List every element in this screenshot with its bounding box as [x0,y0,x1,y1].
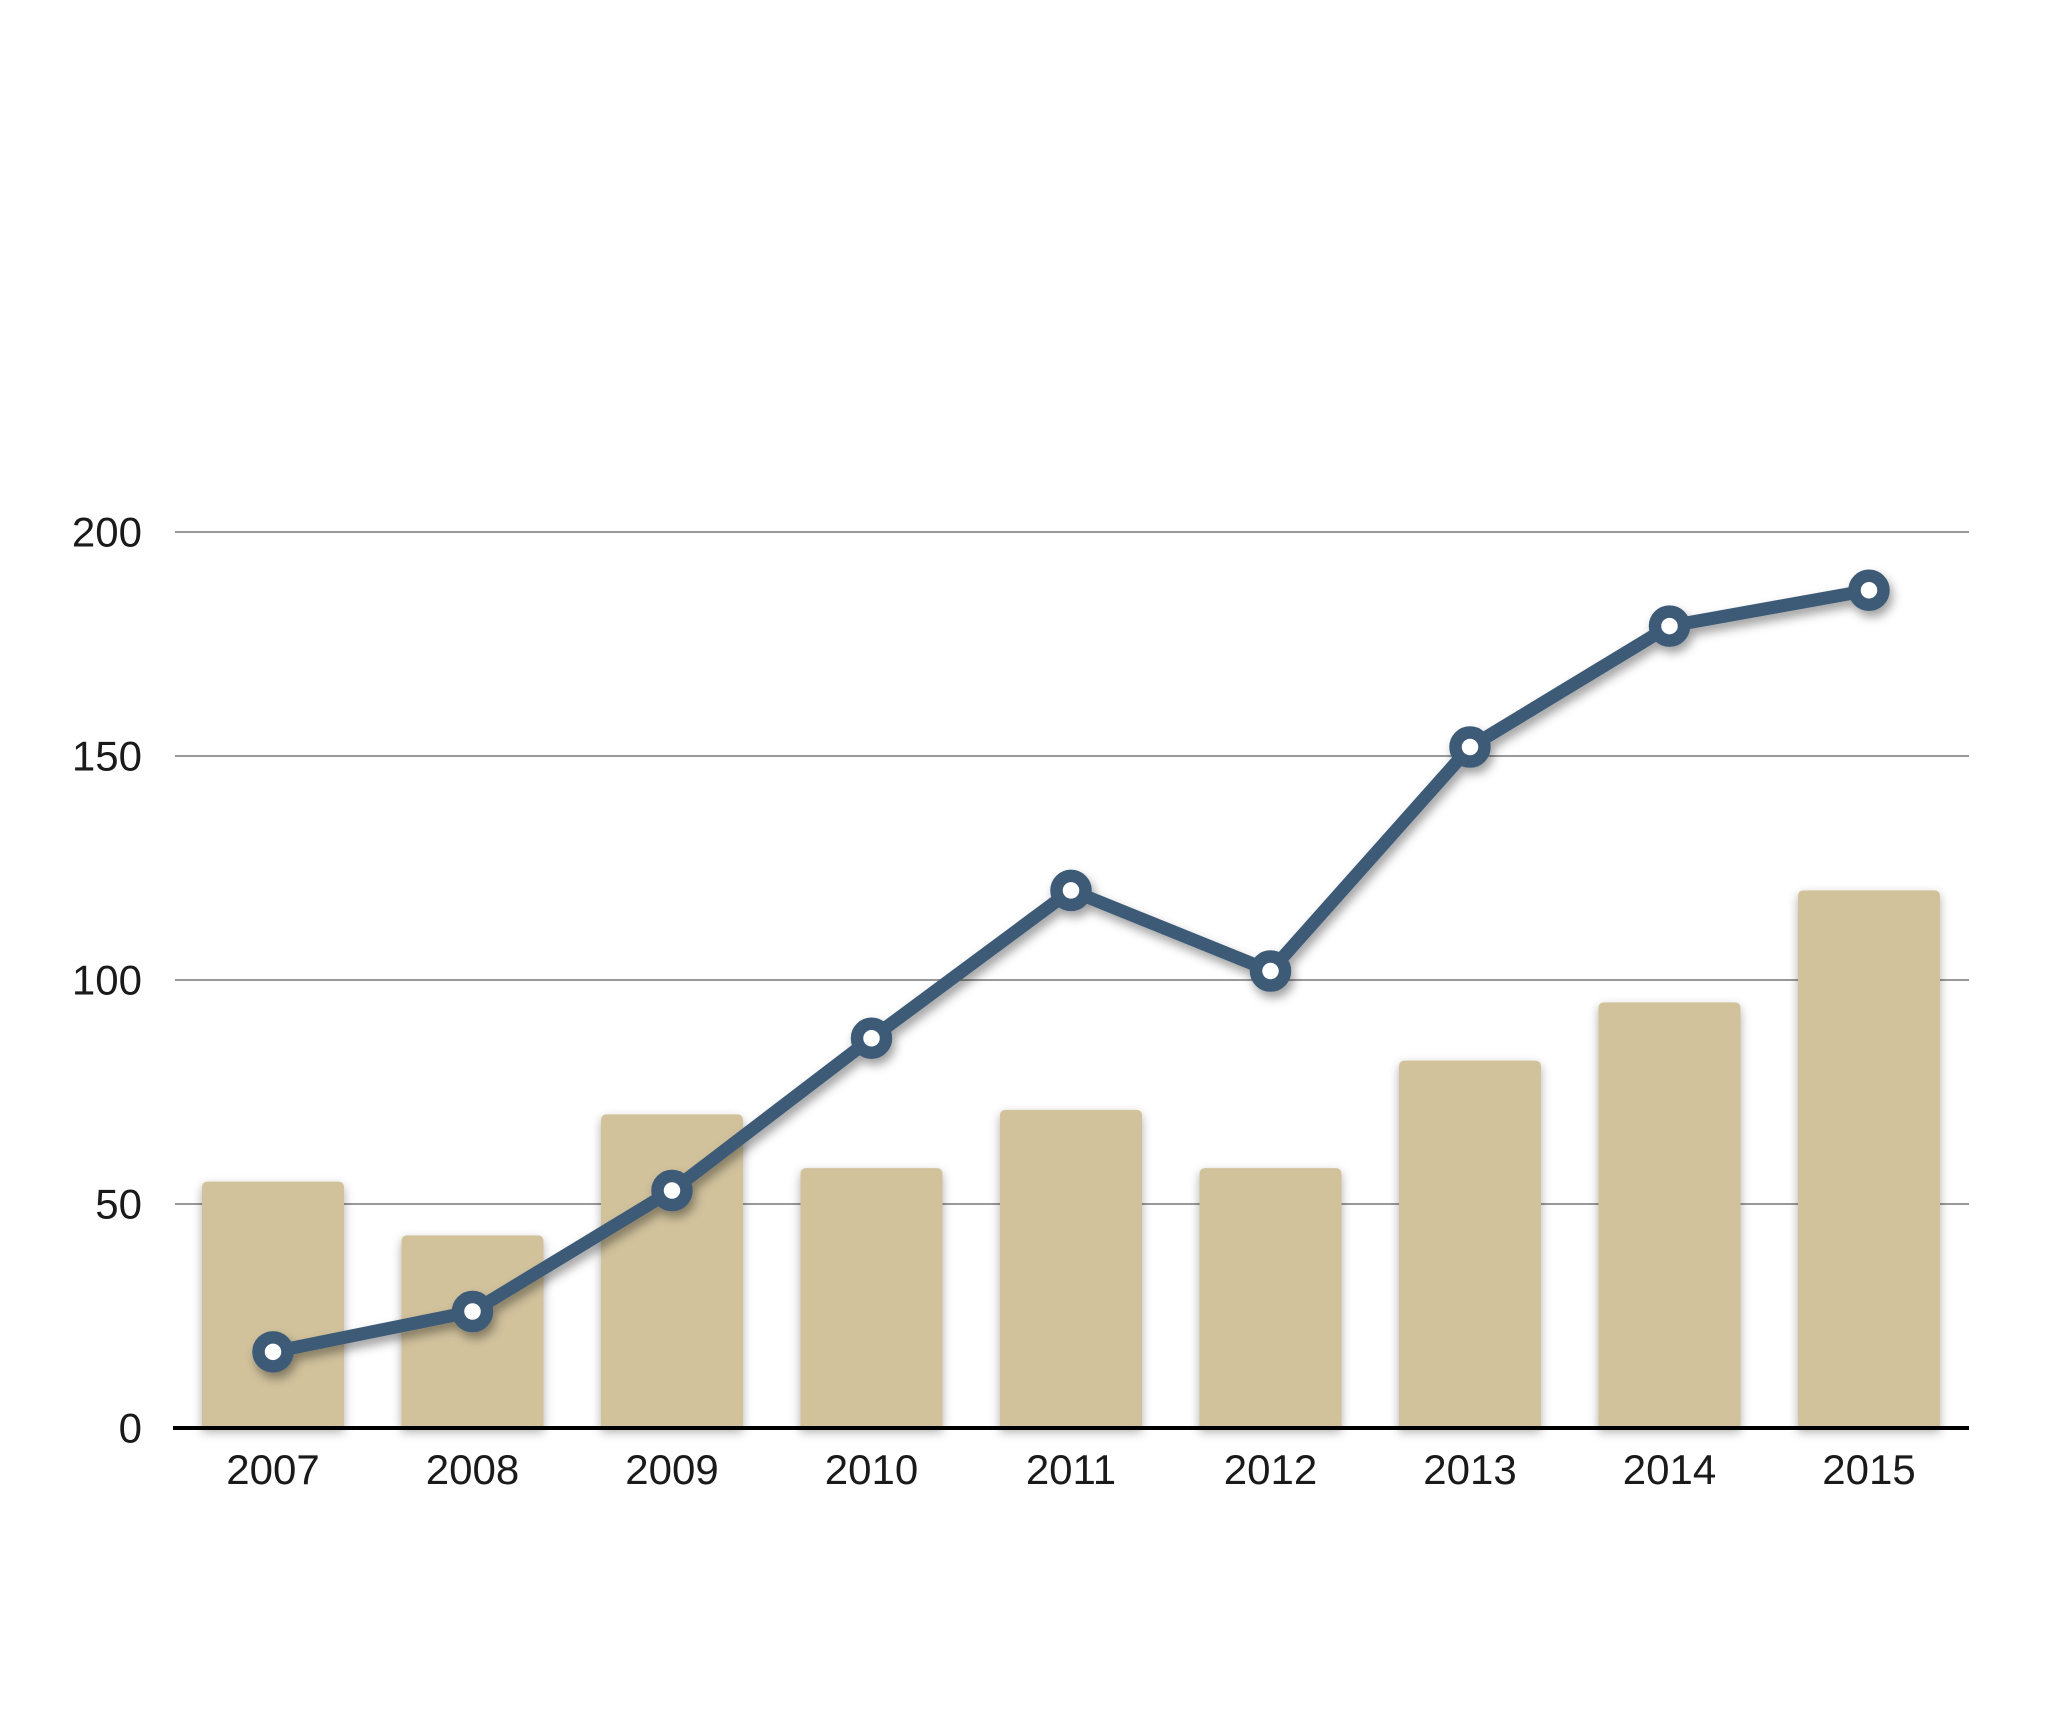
y-tick-label-0: 0 [119,1405,142,1452]
marker-2013 [1449,726,1491,768]
x-tick-label-2008: 2008 [426,1446,519,1493]
y-tick-label-50: 50 [95,1181,142,1228]
x-tick-label-2011: 2011 [1026,1446,1116,1493]
bar-2012 [1199,1168,1342,1428]
tick-labels-layer: 0 50 100 150 200 2007 2008 2009 2010 2011 2012 2013… [72,509,1916,1493]
y-tick-label-200: 200 [72,509,142,556]
y-tick-label-100: 100 [72,957,142,1004]
bar-2007 [202,1181,344,1428]
x-tick-label-2012: 2012 [1224,1446,1317,1493]
marker-2008 [451,1290,494,1333]
bar-2011 [1000,1109,1142,1428]
x-tick-label-2014: 2014 [1623,1446,1716,1493]
bar-2009 [601,1114,743,1428]
marker-2015 [1848,569,1890,611]
x-tick-label-2009: 2009 [625,1446,718,1493]
line-series-layer [252,569,1890,1373]
y-tick-label-150: 150 [72,733,142,780]
marker-2014 [1648,605,1691,647]
bar-2014 [1598,1002,1741,1428]
bar-2015 [1798,890,1940,1428]
bar-2013 [1399,1060,1541,1428]
bar-series-layer [202,890,1940,1428]
x-tick-label-2007: 2007 [226,1446,319,1493]
x-tick-label-2015: 2015 [1822,1446,1915,1493]
x-tick-label-2010: 2010 [825,1446,918,1493]
marker-2009 [651,1169,693,1212]
x-tick-label-2013: 2013 [1423,1446,1516,1493]
marker-2011 [1050,869,1092,912]
marker-2012 [1249,950,1292,992]
bar-2010 [800,1168,943,1428]
marker-2010 [850,1017,893,1059]
marker-2007 [252,1331,294,1373]
